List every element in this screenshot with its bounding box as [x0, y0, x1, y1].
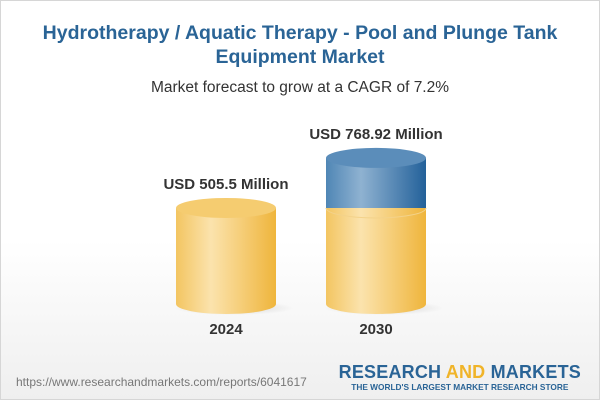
value-label-2030: USD 768.92 Million — [309, 126, 442, 143]
cylinder-2024-top — [176, 197, 276, 218]
chart-subtitle: Market forecast to grow at a CAGR of 7.2… — [150, 79, 450, 96]
cylinder-growth-2030-body — [326, 157, 426, 218]
cylinder-2024-body — [176, 207, 276, 314]
chart-title: Hydrotherapy / Aquatic Therapy - Pool an… — [42, 22, 558, 68]
category-label-2024: 2024 — [209, 321, 243, 338]
research-and-markets-logo: RESEARCH AND MARKETS THE WORLD'S LARGEST… — [338, 362, 581, 393]
value-label-2024: USD 505.5 Million — [163, 176, 288, 193]
cylinder-seam-2030 — [325, 207, 427, 219]
cylinder-growth-2030-top — [326, 147, 426, 168]
category-label-2030: 2030 — [359, 321, 392, 338]
cylinder-base-2030-body — [326, 207, 426, 314]
report-url[interactable]: https://www.researchandmarkets.com/repor… — [16, 375, 307, 389]
